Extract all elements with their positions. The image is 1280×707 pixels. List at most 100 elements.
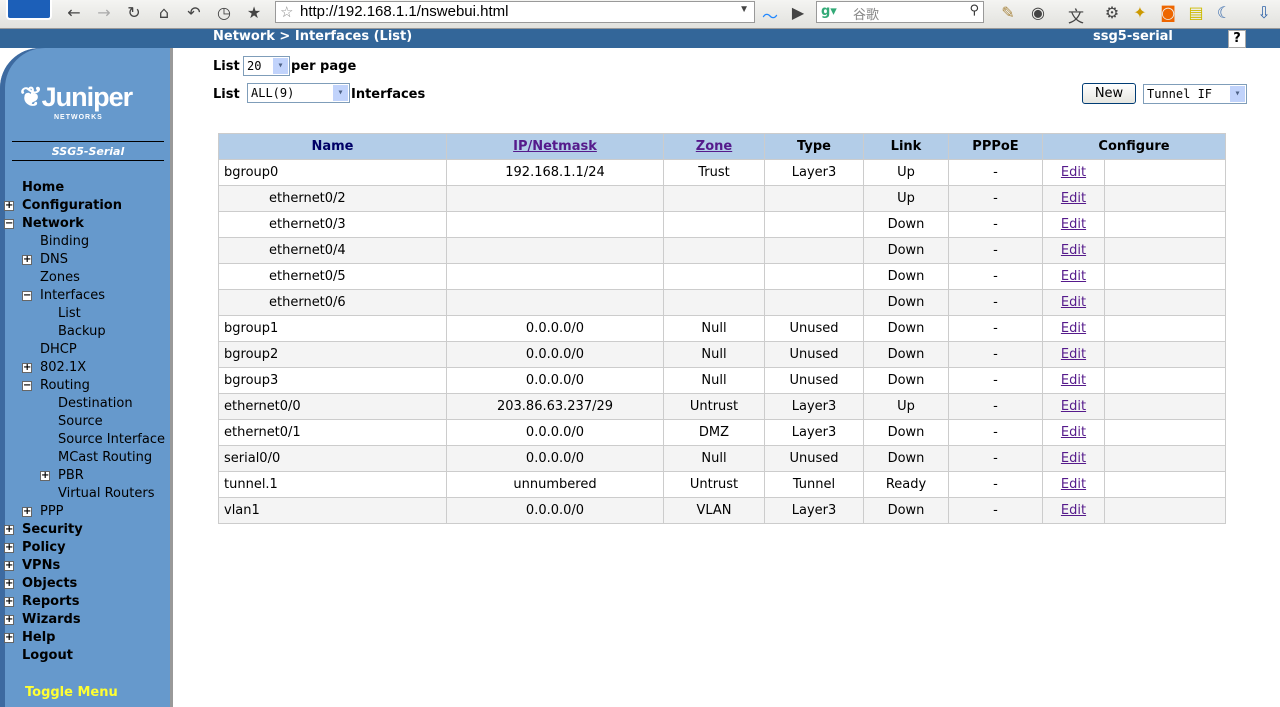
sidebar-item-label: List: [58, 306, 81, 321]
col-ip[interactable]: IP/Netmask: [446, 133, 664, 160]
sidebar-item-logout[interactable]: Logout: [22, 647, 73, 665]
sidebar-item-configuration[interactable]: + Configuration: [4, 197, 122, 215]
sidebar-item-dhcp[interactable]: DHCP: [40, 341, 77, 359]
search-icon[interactable]: ⚲: [969, 3, 979, 18]
camera-icon[interactable]: ◉: [1031, 3, 1045, 22]
note-icon[interactable]: ▤: [1188, 3, 1204, 22]
play-icon[interactable]: ▶: [791, 3, 805, 22]
per-page-select[interactable]: 20 ▾: [243, 56, 290, 76]
collapse-icon[interactable]: −: [22, 380, 32, 391]
expand-icon[interactable]: +: [4, 614, 14, 625]
sidebar-item-dns[interactable]: + DNS: [22, 251, 68, 269]
rss-icon[interactable]: ◙: [1160, 3, 1176, 22]
edit-link[interactable]: Edit: [1060, 243, 1087, 258]
sidebar-item-help[interactable]: + Help: [4, 629, 55, 647]
search-placeholder: 谷歌: [853, 8, 880, 23]
sidebar-item-network[interactable]: − Network: [4, 215, 84, 233]
edit-link[interactable]: Edit: [1060, 217, 1087, 232]
sidebar-item-virtual-routers[interactable]: Virtual Routers: [58, 485, 154, 503]
edit-link[interactable]: Edit: [1060, 295, 1087, 310]
back-icon[interactable]: ←: [67, 3, 81, 22]
sidebar-item-policy[interactable]: + Policy: [4, 539, 66, 557]
sidebar-item-mcast-routing[interactable]: MCast Routing: [58, 449, 152, 467]
sidebar-item-destination[interactable]: Destination: [58, 395, 133, 413]
sidebar-item-vpns[interactable]: + VPNs: [4, 557, 60, 575]
cell-name: bgroup1: [218, 315, 447, 342]
history-icon[interactable]: ◷: [217, 3, 231, 22]
tools-icon[interactable]: ⚙: [1104, 3, 1120, 22]
expand-icon[interactable]: +: [4, 560, 14, 571]
expand-icon[interactable]: +: [40, 470, 50, 481]
sidebar-item-source-interface[interactable]: Source Interface: [58, 431, 165, 449]
new-type-select[interactable]: Tunnel IF ▾: [1143, 84, 1247, 104]
interfaces-label: Interfaces: [351, 87, 426, 102]
sidebar-item-backup[interactable]: Backup: [58, 323, 106, 341]
edit-link[interactable]: Edit: [1060, 503, 1087, 518]
edit-icon[interactable]: ✎: [1001, 3, 1015, 22]
forward-icon[interactable]: →: [97, 3, 111, 22]
home-icon[interactable]: ⌂: [158, 3, 170, 22]
toggle-menu-link[interactable]: Toggle Menu: [25, 685, 118, 700]
edit-link[interactable]: Edit: [1060, 373, 1087, 388]
interface-filter-select[interactable]: ALL(9) ▾: [247, 83, 350, 103]
feed-icon[interactable]: 〜: [761, 7, 778, 26]
edit-link[interactable]: Edit: [1060, 477, 1087, 492]
sidebar-item-routing[interactable]: − Routing: [22, 377, 90, 395]
cell-type: Unused: [764, 445, 864, 472]
expand-icon[interactable]: +: [4, 524, 14, 535]
expand-icon[interactable]: +: [4, 596, 14, 607]
collapse-icon[interactable]: −: [22, 290, 32, 301]
edit-link[interactable]: Edit: [1060, 399, 1087, 414]
chevron-down-icon[interactable]: ▼: [739, 4, 749, 15]
sidebar-item-label: Routing: [40, 378, 90, 393]
new-button[interactable]: New: [1082, 83, 1136, 104]
sidebar-item-label: DNS: [40, 252, 68, 267]
edit-link[interactable]: Edit: [1060, 269, 1087, 284]
browser-menu-button[interactable]: [6, 0, 52, 20]
sidebar-item-wizards[interactable]: + Wizards: [4, 611, 81, 629]
edit-link[interactable]: Edit: [1060, 451, 1087, 466]
expand-icon[interactable]: +: [4, 578, 14, 589]
sort-ip-link[interactable]: IP/Netmask: [513, 139, 597, 154]
cell-ip: [446, 211, 664, 238]
collapse-icon[interactable]: −: [4, 218, 14, 229]
sidebar-item-security[interactable]: + Security: [4, 521, 83, 539]
sidebar-item-label: 802.1X: [40, 360, 87, 375]
sidebar-item-binding[interactable]: Binding: [40, 233, 89, 251]
sidebar-item-802-1x[interactable]: +802.1X: [22, 359, 87, 377]
expand-icon[interactable]: +: [22, 362, 32, 373]
bookmark-star-icon[interactable]: ★: [246, 3, 262, 22]
sidebar-item-source[interactable]: Source: [58, 413, 103, 431]
address-bar[interactable]: ☆ http://192.168.1.1/nswebui.html ▼: [275, 1, 755, 23]
sidebar-item-pbr[interactable]: + PBR: [40, 467, 84, 485]
sidebar-item-interfaces[interactable]: − Interfaces: [22, 287, 105, 305]
sidebar-item-reports[interactable]: + Reports: [4, 593, 79, 611]
sidebar-item-list[interactable]: List: [58, 305, 81, 323]
sidebar-item-objects[interactable]: + Objects: [4, 575, 77, 593]
undo-icon[interactable]: ↶: [187, 3, 201, 22]
expand-icon[interactable]: +: [4, 542, 14, 553]
help-button[interactable]: ?: [1228, 30, 1246, 48]
sidebar-item-ppp[interactable]: + PPP: [22, 503, 64, 521]
expand-icon[interactable]: +: [22, 254, 32, 265]
edit-link[interactable]: Edit: [1060, 425, 1087, 440]
edit-link[interactable]: Edit: [1060, 347, 1087, 362]
col-zone[interactable]: Zone: [663, 133, 765, 160]
per-page-label: per page: [291, 59, 357, 74]
translate-icon[interactable]: 文: [1067, 7, 1084, 26]
expand-icon[interactable]: +: [4, 200, 14, 211]
expand-icon[interactable]: +: [22, 506, 32, 517]
reload-icon[interactable]: ↻: [127, 3, 141, 22]
sidebar-item-label: Security: [22, 522, 83, 537]
sidebar-item-home[interactable]: Home: [22, 179, 64, 197]
sidebar-item-zones[interactable]: Zones: [40, 269, 80, 287]
search-box[interactable]: g▾ 谷歌 ⚲: [816, 1, 984, 23]
download-icon[interactable]: ⇩: [1257, 3, 1271, 22]
moon-icon[interactable]: ☾: [1216, 3, 1232, 22]
edit-link[interactable]: Edit: [1060, 321, 1087, 336]
clean-icon[interactable]: ✦: [1133, 3, 1147, 22]
sort-zone-link[interactable]: Zone: [695, 139, 733, 154]
expand-icon[interactable]: +: [4, 632, 14, 643]
edit-link[interactable]: Edit: [1060, 165, 1087, 180]
edit-link[interactable]: Edit: [1060, 191, 1087, 206]
